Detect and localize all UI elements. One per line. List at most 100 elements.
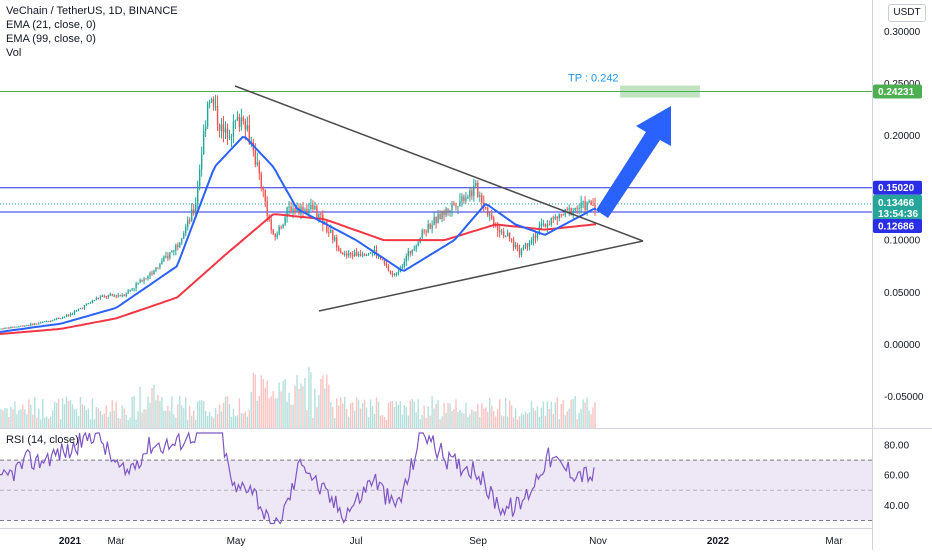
y-tick-label: 0.30000 xyxy=(884,27,921,38)
candle-body xyxy=(536,232,539,238)
candle-body xyxy=(234,120,237,122)
volume-bar xyxy=(189,406,191,428)
volume-bar xyxy=(487,411,489,428)
candle-body xyxy=(189,219,191,221)
candle-body xyxy=(351,254,354,257)
candle-body xyxy=(169,252,171,259)
candle-body xyxy=(520,248,523,255)
volume-bar xyxy=(169,410,171,428)
candle-body xyxy=(415,245,417,250)
volume-bar xyxy=(185,397,187,428)
candle-body xyxy=(61,317,64,319)
volume-bar xyxy=(224,396,227,428)
volume-bar xyxy=(79,396,82,428)
candle-body xyxy=(282,224,284,228)
candle-body xyxy=(12,326,14,328)
candle-body xyxy=(310,204,312,210)
candle-body xyxy=(455,204,457,207)
candle-body xyxy=(498,230,501,233)
volume-bar xyxy=(12,409,14,428)
volume-bar xyxy=(4,408,6,428)
candle-body xyxy=(473,185,475,197)
volume-bar xyxy=(512,417,515,428)
volume-bar xyxy=(173,414,175,428)
volume-bar xyxy=(361,403,364,428)
rsi-tick-label: 80.00 xyxy=(884,441,909,452)
volume-bar xyxy=(196,401,199,428)
drawings[interactable] xyxy=(234,85,700,312)
rsi-title[interactable]: RSI (14, close) xyxy=(6,434,79,446)
volume-bar xyxy=(457,412,459,428)
candle-body xyxy=(349,253,352,255)
volume-bar xyxy=(97,408,100,428)
candle-body xyxy=(316,206,318,218)
candle-body xyxy=(367,253,370,255)
support-price-tag: 0.12686 xyxy=(878,222,915,233)
candle-body xyxy=(254,150,256,165)
candle-body xyxy=(77,308,80,310)
candle-body xyxy=(516,245,519,250)
candle-body xyxy=(524,243,527,247)
candle-body xyxy=(103,295,106,297)
y-tick-label: 0.20000 xyxy=(884,131,921,142)
candle-body xyxy=(44,321,46,323)
volume-bar xyxy=(340,397,342,428)
candle-body xyxy=(526,243,529,247)
x-tick-label: Sep xyxy=(469,536,487,547)
ema99-line xyxy=(0,213,597,335)
volume-bar xyxy=(40,419,42,428)
candle-body xyxy=(272,229,274,235)
breakout-arrow xyxy=(596,106,671,218)
volume-bar xyxy=(109,411,111,428)
candle-body xyxy=(226,128,229,138)
volume-bar xyxy=(264,387,266,428)
volume-bar xyxy=(558,419,560,428)
candle-body xyxy=(407,251,409,257)
candle-body xyxy=(592,204,594,206)
indicator-ema21[interactable]: EMA (21, close, 0) xyxy=(6,19,96,31)
candle-body xyxy=(260,173,262,188)
volume-bar xyxy=(159,400,161,428)
volume-bar xyxy=(459,409,461,428)
volume-bar xyxy=(141,412,143,428)
candle-body xyxy=(246,125,249,130)
indicator-volume[interactable]: Vol xyxy=(6,47,22,59)
candle-body xyxy=(8,327,10,329)
candle-body xyxy=(332,230,334,241)
candle-body xyxy=(185,226,187,234)
currency-button[interactable]: USDT xyxy=(888,4,926,22)
volume-bar xyxy=(328,384,330,428)
volume-bar xyxy=(461,412,463,428)
candle-body xyxy=(471,190,473,197)
indicator-ema99[interactable]: EMA (99, close, 0) xyxy=(6,33,96,45)
volume-bar xyxy=(548,408,551,428)
candle-body xyxy=(220,124,223,131)
volume-bar xyxy=(447,402,449,428)
candle-body xyxy=(447,208,449,212)
candle-body xyxy=(481,195,483,204)
volume-bar xyxy=(395,401,398,428)
candle-body xyxy=(36,323,38,325)
volume-bar xyxy=(139,386,141,428)
candle-body xyxy=(59,318,62,320)
volume-bar xyxy=(161,396,163,428)
volume-bar xyxy=(296,375,298,428)
volume-bar xyxy=(284,379,286,428)
candle-body xyxy=(359,254,362,256)
candle-body xyxy=(479,195,481,197)
candle-body xyxy=(10,326,12,329)
candle-body xyxy=(556,216,558,219)
candle-body xyxy=(532,236,535,241)
candle-body xyxy=(206,103,209,127)
volume-bar xyxy=(324,388,326,428)
resistance-price-tag: 0.15020 xyxy=(878,183,915,194)
x-tick-label: Nov xyxy=(589,536,607,547)
volume-bar xyxy=(22,404,24,428)
volume-bar xyxy=(210,416,213,428)
candle-body xyxy=(242,117,245,122)
candle-body xyxy=(183,233,185,239)
volume-bar xyxy=(353,410,356,428)
candle-body xyxy=(187,219,189,227)
